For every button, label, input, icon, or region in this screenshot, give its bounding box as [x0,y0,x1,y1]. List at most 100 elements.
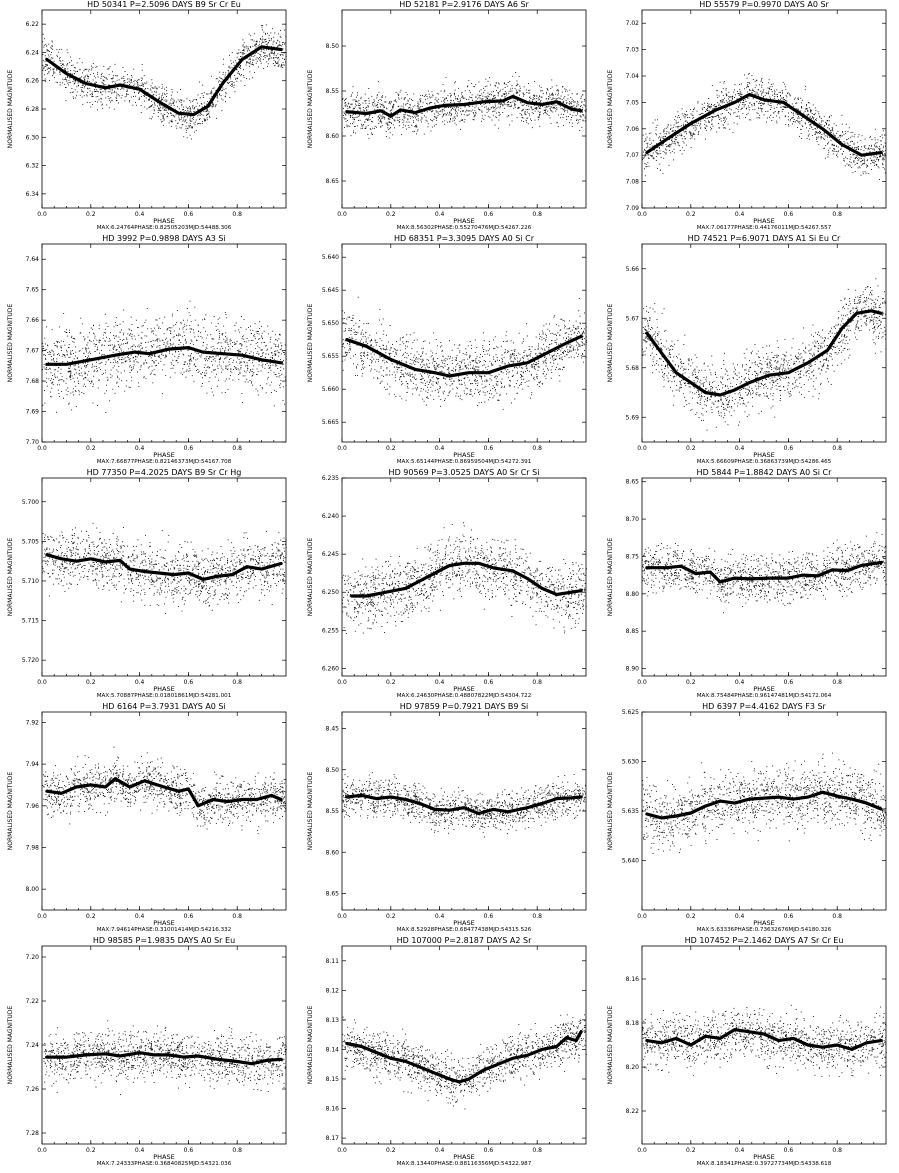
data-point [219,93,221,95]
data-point [431,120,433,121]
data-point [475,105,477,107]
data-point [269,341,271,343]
data-point [273,59,275,61]
data-point [732,98,733,100]
data-point [45,57,47,59]
data-point [219,71,221,73]
data-point [429,102,431,104]
data-point [794,98,795,100]
data-point [272,63,274,64]
data-point [92,96,94,97]
data-point [841,153,843,155]
data-point [778,111,780,112]
data-point [204,119,206,121]
data-point [739,94,741,96]
data-point [111,99,113,101]
data-point [484,96,486,98]
data-point [368,118,369,120]
data-point [489,98,491,100]
data-point [569,122,570,124]
data-point [744,104,746,106]
data-point [747,97,748,99]
data-point [191,340,193,342]
data-point [693,117,695,119]
data-point [550,106,552,108]
data-point [749,89,750,91]
data-point [846,163,848,165]
data-point [541,96,543,98]
data-point [810,123,812,125]
data-point [434,116,436,118]
data-point [748,107,750,108]
data-point [197,123,199,124]
data-point [411,109,413,111]
data-point [74,89,76,91]
data-point [496,117,498,119]
data-point [283,64,285,66]
data-point [532,109,534,110]
data-point [165,86,167,88]
data-point [645,133,647,135]
data-point [535,100,537,102]
data-point [461,92,463,93]
data-point [521,104,523,106]
data-point [94,82,95,84]
data-point [280,342,282,344]
data-point [774,94,776,95]
data-point [349,107,351,109]
light-curve-svg: HD 55579 P=0.9970 DAYS A0 Sr0.0 0.2 0.4 0.6… [607,0,887,231]
data-point [107,95,109,97]
data-point [492,114,494,116]
data-point [447,94,449,96]
data-point [240,65,241,66]
data-point [345,99,347,100]
data-point [702,113,704,114]
data-point [707,105,709,106]
data-point [59,71,61,73]
data-point [776,96,778,98]
data-point [81,375,83,377]
data-point [81,89,82,91]
data-point [873,156,875,158]
data-point [253,365,255,367]
data-point [667,126,669,128]
data-point [474,115,476,117]
data-point [69,370,71,372]
data-point [219,361,220,363]
data-point [739,102,741,104]
data-point [273,46,275,48]
data-point [277,66,279,67]
data-point [840,148,841,150]
data-point [193,329,194,331]
data-point [818,144,820,146]
data-point [69,356,71,358]
data-point [249,71,251,73]
data-point [584,110,586,111]
data-point [645,149,647,151]
data-point [83,352,85,354]
data-point [762,108,764,110]
data-point [269,54,271,56]
data-point [187,127,188,129]
data-point [417,107,419,109]
data-point [150,328,152,330]
data-point [809,125,811,127]
data-point [198,122,200,124]
data-point [248,62,250,64]
data-point [380,126,382,128]
data-point [205,110,207,112]
data-point [259,38,261,39]
data-point [62,78,64,80]
data-point [70,354,72,355]
data-point [767,93,769,94]
data-point [282,57,284,59]
data-point [800,97,802,99]
data-point [282,361,283,363]
data-point [859,167,861,169]
data-point [660,139,661,140]
data-point [454,92,455,94]
data-point [270,50,272,52]
data-point [184,120,186,122]
data-point [482,98,484,99]
data-point [500,103,501,105]
